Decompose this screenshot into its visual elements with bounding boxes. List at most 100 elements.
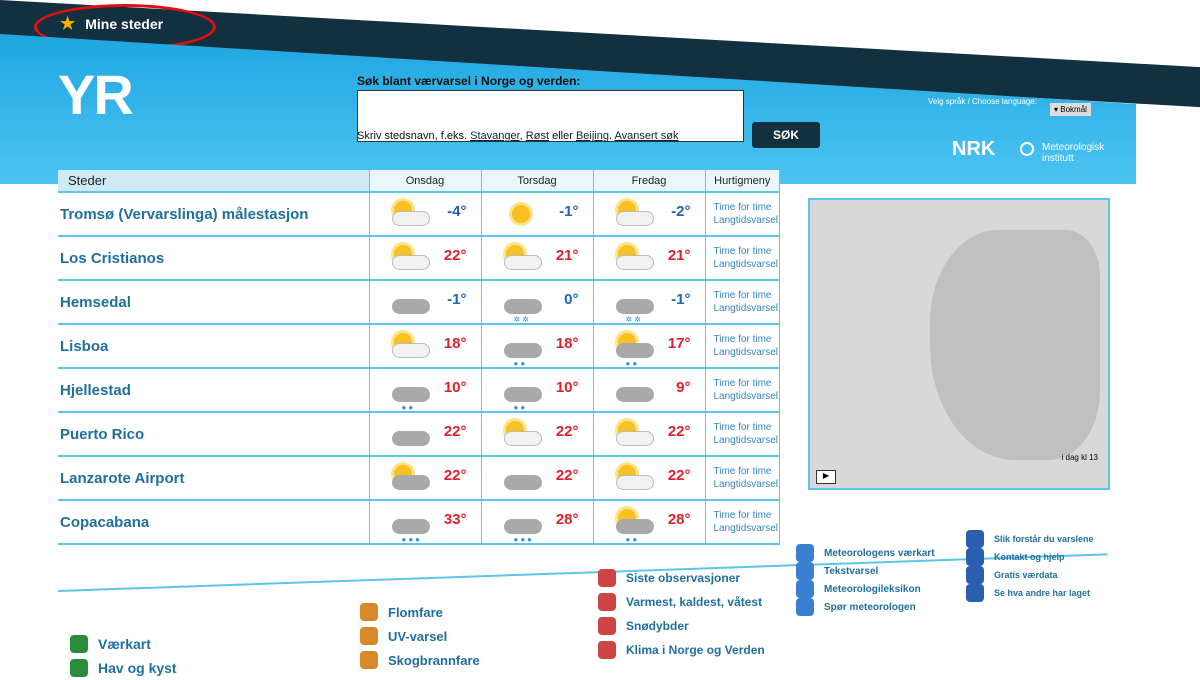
weather-icon-rain: ●● bbox=[500, 377, 544, 412]
weather-icon-sun-cloud bbox=[388, 465, 432, 495]
link-icon bbox=[598, 569, 616, 587]
link-item[interactable]: Tekstvarsel bbox=[796, 562, 935, 580]
link-item[interactable]: Værkart bbox=[70, 632, 177, 656]
place-link[interactable]: Los Cristianos bbox=[58, 236, 370, 281]
table-row: Los Cristianos 22° 21° 21° Time for time Lang… bbox=[58, 236, 780, 281]
place-link[interactable]: Lisboa bbox=[58, 324, 370, 369]
rain-icon: ●● bbox=[625, 359, 640, 368]
day-forecast[interactable]: ●● 18° bbox=[481, 324, 594, 369]
day-forecast[interactable]: -2° bbox=[593, 192, 706, 237]
link-item[interactable]: Hav og kyst bbox=[70, 656, 177, 680]
link-item[interactable]: Snødybder bbox=[598, 614, 765, 638]
place-link[interactable]: Hemsedal bbox=[58, 280, 370, 325]
link-item[interactable]: UV-varsel bbox=[360, 624, 480, 648]
rain-icon: ●●● bbox=[513, 535, 534, 544]
day-forecast[interactable]: 22° bbox=[369, 236, 482, 281]
day-forecast[interactable]: 22° bbox=[369, 412, 482, 457]
place-link[interactable]: Tromsø (Vervarslinga) målestasjon bbox=[58, 192, 370, 237]
day-forecast[interactable]: ●●● 28° bbox=[481, 500, 594, 545]
play-button[interactable]: ▶ bbox=[816, 470, 836, 484]
hourly-link[interactable]: Time for time bbox=[713, 378, 772, 389]
link-item[interactable]: Flomfare bbox=[360, 600, 480, 624]
longterm-link[interactable]: Langtidsvarsel bbox=[713, 303, 778, 314]
longterm-link[interactable]: Langtidsvarsel bbox=[713, 479, 778, 490]
hourly-link[interactable]: Time for time bbox=[713, 246, 772, 257]
met-logo[interactable]: Meteorologisk institutt bbox=[1020, 142, 1104, 164]
col-friday: Fredag bbox=[593, 170, 706, 193]
place-link[interactable]: Hjellestad bbox=[58, 368, 370, 413]
rain-icon: ●●● bbox=[401, 535, 422, 544]
day-forecast[interactable]: ●● 10° bbox=[369, 368, 482, 413]
day-forecast[interactable]: 21° bbox=[481, 236, 594, 281]
nrk-logo[interactable]: NRK bbox=[952, 138, 996, 160]
link-rost[interactable]: Røst bbox=[525, 130, 550, 142]
longterm-link[interactable]: Langtidsvarsel bbox=[713, 523, 778, 534]
day-forecast[interactable]: -1° bbox=[481, 192, 594, 237]
day-forecast[interactable]: -4° bbox=[369, 192, 482, 237]
rain-icon: ●● bbox=[401, 403, 416, 412]
link-item[interactable]: Spør meteorologen bbox=[796, 598, 935, 616]
longterm-link[interactable]: Langtidsvarsel bbox=[713, 435, 778, 446]
day-forecast[interactable]: ✲✲ -1° bbox=[593, 280, 706, 325]
table-row: Puerto Rico 22° 22° 22° Time for time Langtid… bbox=[58, 412, 780, 457]
day-forecast[interactable]: -1° bbox=[369, 280, 482, 325]
place-link[interactable]: Lanzarote Airport bbox=[58, 456, 370, 501]
search-button[interactable]: SØK bbox=[752, 122, 820, 148]
link-icon bbox=[360, 651, 378, 669]
quick-menu: Time for time Langtidsvarsel bbox=[705, 236, 780, 281]
weather-map[interactable]: i dag kl 13 ▶ bbox=[808, 198, 1110, 490]
day-forecast[interactable]: 22° bbox=[481, 412, 594, 457]
link-item[interactable]: Siste observasjoner bbox=[598, 566, 765, 590]
temperature: -2° bbox=[671, 203, 691, 220]
link-item[interactable]: Meteorologens værkart bbox=[796, 544, 935, 562]
day-forecast[interactable]: 21° bbox=[593, 236, 706, 281]
link-item[interactable]: Gratis værdata bbox=[966, 566, 1094, 584]
longterm-link[interactable]: Langtidsvarsel bbox=[713, 391, 778, 402]
link-item[interactable]: Se hva andre har laget bbox=[966, 584, 1094, 602]
language-select[interactable]: ▾ Bokmål bbox=[1050, 103, 1091, 116]
place-link[interactable]: Copacabana bbox=[58, 500, 370, 545]
link-item[interactable]: Klima i Norge og Verden bbox=[598, 638, 765, 662]
hourly-link[interactable]: Time for time bbox=[713, 290, 772, 301]
place-link[interactable]: Puerto Rico bbox=[58, 412, 370, 457]
link-item[interactable]: Kontakt og hjelp bbox=[966, 548, 1094, 566]
link-item[interactable]: Skogbrannfare bbox=[360, 648, 480, 672]
day-forecast[interactable]: ●● 10° bbox=[481, 368, 594, 413]
longterm-link[interactable]: Langtidsvarsel bbox=[713, 259, 778, 270]
link-item[interactable]: Slik forstår du varslene bbox=[966, 530, 1094, 548]
link-beijing[interactable]: Beijing bbox=[575, 130, 609, 142]
day-forecast[interactable]: 18° bbox=[369, 324, 482, 369]
day-forecast[interactable]: 9° bbox=[593, 368, 706, 413]
hourly-link[interactable]: Time for time bbox=[713, 510, 772, 521]
link-stavanger[interactable]: Stavanger bbox=[470, 130, 520, 142]
day-forecast[interactable]: ●●● 33° bbox=[369, 500, 482, 545]
day-forecast[interactable]: ●● 28° bbox=[593, 500, 706, 545]
longterm-link[interactable]: Langtidsvarsel bbox=[713, 215, 778, 226]
weather-icon-sun-rain: ●● bbox=[612, 333, 656, 368]
day-forecast[interactable]: 22° bbox=[481, 456, 594, 501]
day-forecast[interactable]: 22° bbox=[593, 456, 706, 501]
quick-menu: Time for time Langtidsvarsel bbox=[705, 456, 780, 501]
longterm-link[interactable]: Langtidsvarsel bbox=[713, 347, 778, 358]
link-item[interactable]: Meteorologileksikon bbox=[796, 580, 935, 598]
temperature: 28° bbox=[555, 511, 579, 528]
snow-icon: ✲✲ bbox=[513, 315, 531, 324]
link-label: Snødybder bbox=[626, 619, 689, 633]
day-forecast[interactable]: ✲✲ 0° bbox=[481, 280, 594, 325]
links-col-3: Siste observasjoner Varmest, kaldest, våt… bbox=[598, 566, 765, 662]
cloud-icon bbox=[503, 431, 542, 446]
day-forecast[interactable]: ●● 17° bbox=[593, 324, 706, 369]
links-col-1: Værkart Hav og kyst bbox=[70, 632, 177, 680]
hourly-link[interactable]: Time for time bbox=[713, 334, 772, 345]
hourly-link[interactable]: Time for time bbox=[713, 466, 772, 477]
yr-logo[interactable]: YR bbox=[58, 63, 134, 126]
hourly-link[interactable]: Time for time bbox=[713, 202, 772, 213]
day-forecast[interactable]: 22° bbox=[369, 456, 482, 501]
link-item[interactable]: Varmest, kaldest, våtest bbox=[598, 590, 765, 614]
hint-or: eller bbox=[552, 130, 573, 142]
day-forecast[interactable]: 22° bbox=[593, 412, 706, 457]
hourly-link[interactable]: Time for time bbox=[713, 422, 772, 433]
search-input[interactable] bbox=[357, 90, 744, 142]
cloud-icon bbox=[615, 387, 654, 402]
advanced-search-link[interactable]: Avansert søk bbox=[614, 130, 679, 142]
